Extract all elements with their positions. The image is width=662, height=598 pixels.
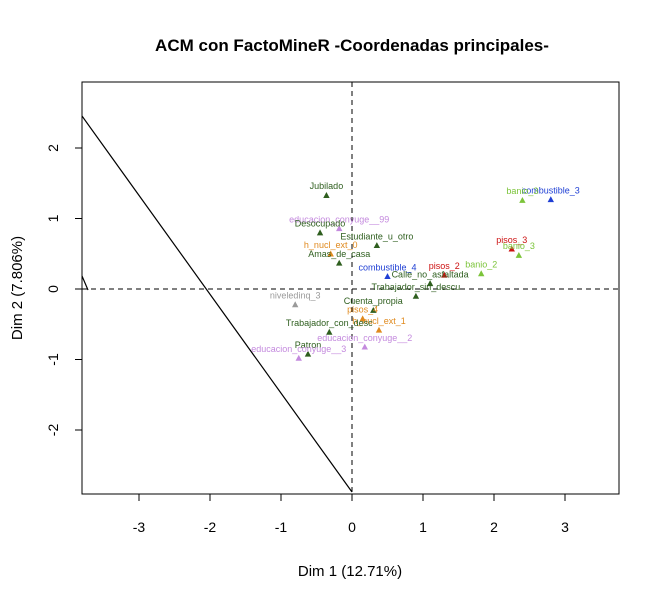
point-label: niveledinq_3: [270, 291, 321, 301]
data-point: [336, 259, 343, 266]
boundary-line: [82, 115, 353, 493]
point-label: Desocupado: [295, 219, 346, 229]
x-tick-label: -2: [204, 519, 217, 535]
point-label: h_nucl_ext_1: [352, 316, 406, 326]
plot-frame: [81, 81, 620, 495]
point-label: educacion_conyuge__3: [251, 344, 346, 354]
data-point: [478, 270, 485, 277]
point-label: Patron: [295, 340, 322, 350]
point-label: educacion_conyuge__99: [289, 214, 389, 224]
point-label: combustible_4: [358, 262, 416, 272]
y-tick-label: 2: [45, 144, 61, 152]
x-tick-label: -1: [275, 519, 288, 535]
y-tick-label: 0: [45, 285, 61, 293]
data-point: [292, 301, 299, 308]
data-point: [326, 328, 333, 335]
point-label: Trabajador_con_desc: [286, 318, 373, 328]
data-point: [370, 306, 377, 313]
data-point: [336, 225, 343, 232]
y-axis: -2 -1 0 1 2: [45, 144, 82, 436]
data-point: [515, 251, 523, 258]
data-point: [373, 242, 381, 249]
data-point: [519, 196, 526, 203]
data-point: [426, 280, 434, 287]
point-label: Trabajador_sin_descu: [372, 282, 461, 292]
y-tick-label: 1: [45, 214, 61, 222]
data-point: [327, 250, 334, 257]
data-point: [375, 326, 383, 333]
data-point: [441, 271, 448, 278]
x-tick-label: -3: [133, 519, 146, 535]
x-tick-label: 0: [348, 519, 356, 535]
data-point: [316, 229, 324, 236]
y-tick-label: -1: [45, 353, 61, 366]
x-axis: -3 -2 -1 0 1 2 3: [133, 494, 569, 535]
point-label: pisos_2: [429, 261, 460, 271]
point-label: Calle_no_asfaltada: [392, 269, 469, 279]
x-tick-label: 2: [490, 519, 498, 535]
point-label: Amas_de_casa: [308, 249, 370, 259]
reference-lines: [82, 82, 619, 494]
point-label: banio_3: [503, 241, 535, 251]
data-point: [361, 343, 368, 350]
x-tick-label: 1: [419, 519, 427, 535]
point-label: Estudiante_u_otro: [340, 231, 413, 241]
data-point: [547, 196, 554, 203]
point-label: banio_2: [465, 259, 497, 269]
point-label: Jubilado: [310, 181, 344, 191]
data-point: [384, 273, 391, 280]
chart-title: ACM con FactoMineR -Coordenadas principa…: [155, 36, 549, 55]
point-layer: Jubilado combustible_3banio_3educacion_co…: [251, 181, 580, 361]
point-label: banio_3: [506, 186, 538, 196]
data-point: [412, 292, 420, 299]
data-point: [323, 192, 330, 198]
point-label: Cuenta_propia: [344, 296, 403, 306]
x-tick-label: 3: [561, 519, 569, 535]
point-label: pisos_4: [347, 305, 378, 315]
point-label: h_nucl_ext_0: [304, 240, 358, 250]
point-label: combustible_3: [522, 185, 580, 195]
x-axis-label: Dim 1 (12.71%): [298, 563, 402, 580]
y-axis-label: Dim 2 (7.806%): [9, 236, 26, 340]
data-point: [508, 245, 515, 252]
point-label: pisos_3: [496, 235, 527, 245]
data-point: [304, 350, 312, 357]
y-tick-label: -2: [45, 424, 61, 437]
point-label: educacion_conyuge__2: [317, 333, 412, 343]
data-point: [359, 315, 366, 322]
data-point: [295, 354, 302, 361]
